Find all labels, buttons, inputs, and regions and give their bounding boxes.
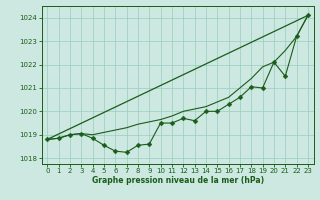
X-axis label: Graphe pression niveau de la mer (hPa): Graphe pression niveau de la mer (hPa) — [92, 176, 264, 185]
